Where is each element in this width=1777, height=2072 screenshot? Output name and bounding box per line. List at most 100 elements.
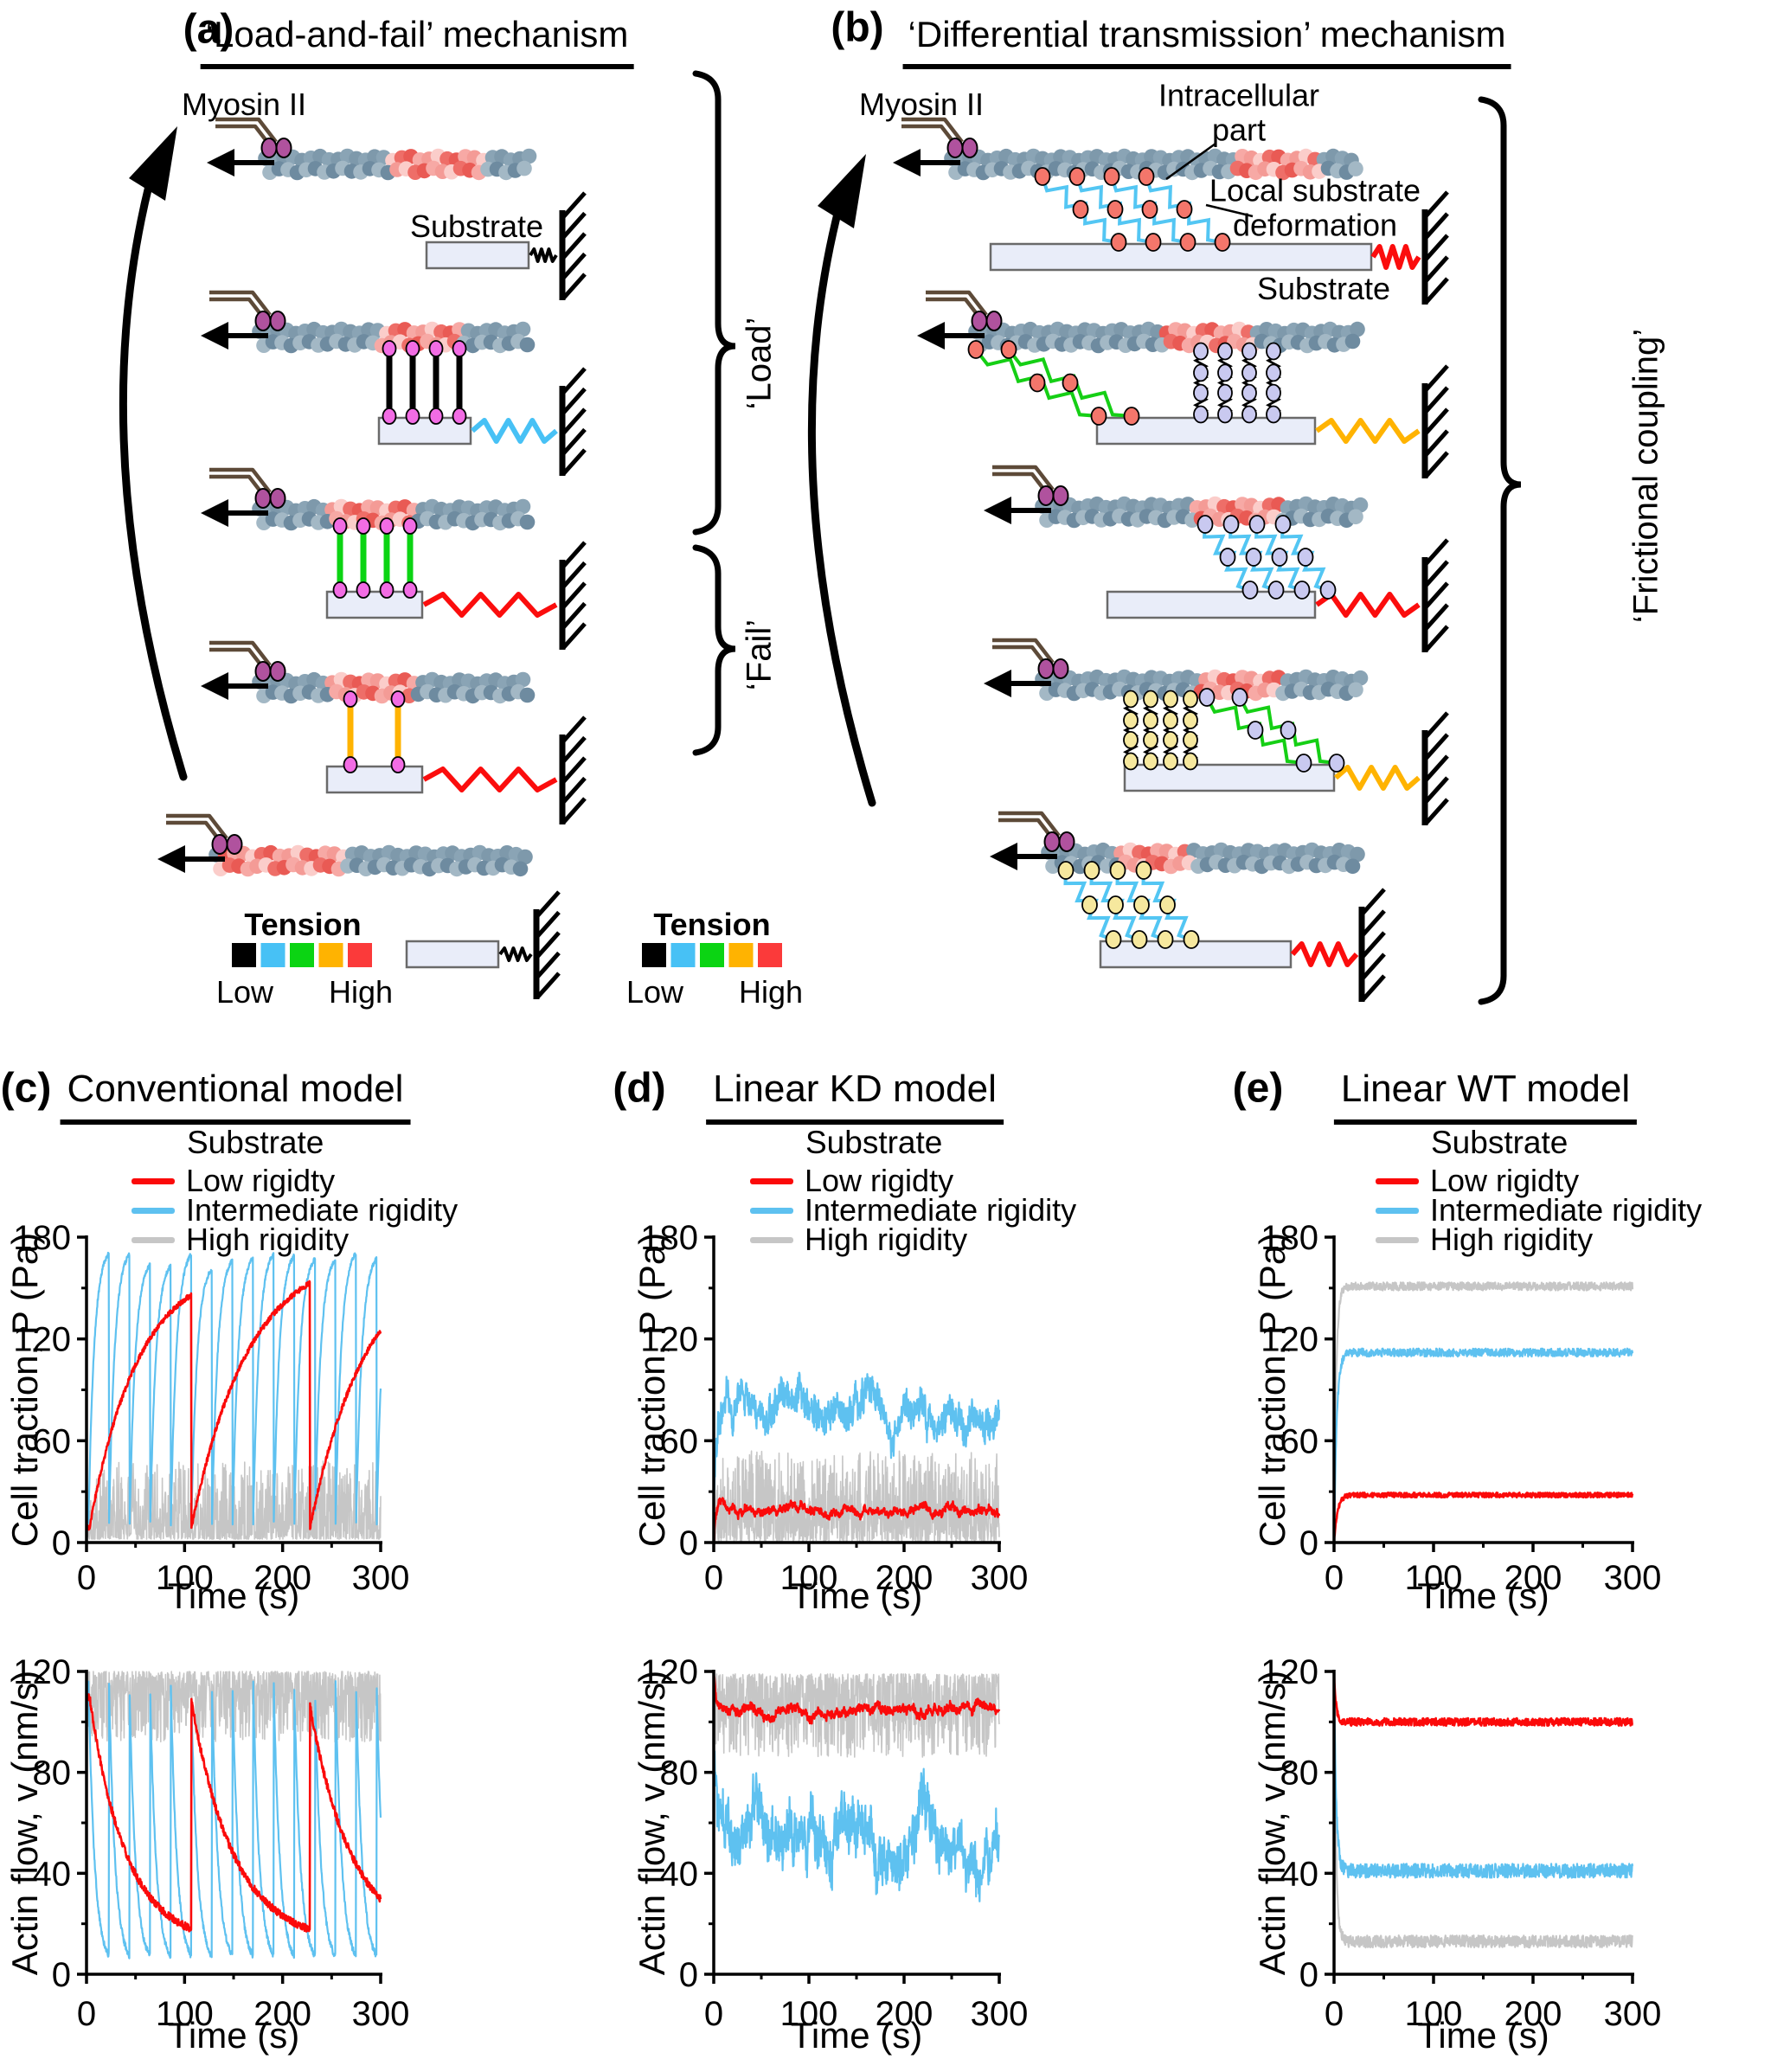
- y-tick-label: 180: [13, 1219, 71, 1257]
- substrate-label-a: Substrate: [409, 208, 544, 244]
- y-tick-label: 120: [13, 1321, 71, 1359]
- series-high-rigidity: [86, 1460, 382, 1540]
- myosin-icon: [901, 117, 978, 158]
- legend-label-high: High rigidity: [1430, 1222, 1594, 1257]
- linker-zigzag-chain: [1034, 167, 1127, 252]
- crosslinker-rod: [356, 517, 371, 599]
- retrograde-arrow-icon: [207, 149, 274, 176]
- substrate-box: [1106, 590, 1317, 619]
- flow-axes: 0 40 80 120 0 100 200 300 Actin flow, v (nm/s) Ti…: [4, 1653, 409, 2056]
- x-tick-label: 100: [780, 1559, 838, 1597]
- retrograde-arrow-icon: [201, 499, 268, 527]
- tension-swatch: [700, 943, 724, 967]
- linker-zigzag-chain: [1000, 340, 1140, 426]
- legend-e-title: Substrate: [1431, 1125, 1569, 1160]
- linker-zigzag-chain: [1057, 861, 1122, 949]
- x-axis-label: Time (s): [791, 2015, 922, 2056]
- legend-c: Substrate Low rigidty Intermediate rigid…: [132, 1125, 458, 1257]
- y-tick-label: 80: [33, 1754, 72, 1793]
- series-low-rigidty: [85, 1693, 382, 1933]
- legend-row: Intermediate rigidity: [132, 1192, 458, 1228]
- x-axis-label: Time (s): [791, 1575, 922, 1616]
- y-tick-label: 120: [640, 1321, 698, 1359]
- linker-zigzag-chain: [1135, 861, 1200, 949]
- series-high-rigidity: [713, 1450, 1000, 1542]
- substrate-spring: [1315, 418, 1421, 444]
- crosslinker-rod: [332, 517, 348, 599]
- rigid-wall-icon: [1421, 538, 1449, 652]
- x-tick-label: 300: [1604, 1559, 1662, 1597]
- legend-e: Substrate Low rigidty Intermediate rigid…: [1376, 1125, 1702, 1257]
- substrate-spring: [1334, 765, 1421, 791]
- crosslinker-rod: [343, 690, 358, 773]
- x-tick-label: 100: [780, 1995, 838, 2033]
- tension-title-b: Tension: [653, 907, 771, 942]
- y-tick-label: 120: [640, 1653, 698, 1691]
- linker-zigzag-chain: [967, 340, 1107, 426]
- myosin-icon: [209, 467, 286, 509]
- deformation-pointer-line: [1205, 203, 1254, 218]
- substrate-spring: [471, 418, 558, 444]
- legend-label-low: Low rigidty: [1430, 1163, 1580, 1198]
- legend-row: Low rigidty: [1376, 1163, 1702, 1198]
- panel-e-title: Linear WT model: [1333, 1068, 1638, 1125]
- legend-label-intermediate: Intermediate rigidity: [805, 1192, 1077, 1228]
- traction-axes: 0 60 120 180 0 100 200 300 Cell traction, P (Pa)…: [632, 1219, 1028, 1616]
- chart-c-actin-flow: 0 40 80 120 0 100 200 300 Actin flow, v (nm/s) Ti…: [4, 1653, 409, 2056]
- legend-label-low: Low rigidty: [805, 1163, 954, 1198]
- retrograde-arrow-icon: [917, 322, 985, 350]
- myosin-icon: [992, 465, 1069, 506]
- x-tick-label: 0: [704, 1995, 723, 2033]
- y-tick-label: 180: [1261, 1219, 1318, 1257]
- x-axis-label: Time (s): [168, 1575, 299, 1616]
- legend-row: Low rigidty: [132, 1163, 458, 1198]
- tension-swatch: [260, 943, 285, 967]
- legend-swatch-intermediate: [132, 1207, 175, 1214]
- x-axis-label: Time (s): [1417, 2015, 1549, 2056]
- series-high-rigidity: [1332, 1281, 1634, 1543]
- series-intermediate-rigidity: [1332, 1671, 1634, 1879]
- brace-icon: [692, 70, 736, 536]
- crosslinker-rod: [452, 340, 467, 425]
- chart-d-actin-flow: 0 40 80 120 0 100 200 300 Actin flow, v (nm/s) Ti…: [632, 1653, 1029, 2056]
- x-tick-label: 100: [156, 1995, 214, 2033]
- linker-zigzag-chain: [1109, 861, 1174, 949]
- crosslinker-rod: [405, 340, 420, 425]
- tension-low-label-a: Low: [215, 974, 274, 1010]
- x-tick-label: 300: [971, 1995, 1029, 2033]
- x-tick-label: 200: [1504, 1995, 1562, 2033]
- y-tick-label: 120: [13, 1653, 71, 1691]
- series-intermediate-rigidity: [85, 1680, 382, 1960]
- series-intermediate-rigidity: [712, 1371, 1001, 1495]
- y-tick-label: 120: [1261, 1653, 1318, 1691]
- linker-coil-chain: [1122, 690, 1139, 771]
- panel-d-title: Linear KD model: [706, 1068, 1004, 1125]
- mechanism-diagram-canvas: [119, 70, 1522, 1005]
- linker-zigzag-chain: [1274, 515, 1337, 600]
- x-tick-label: 0: [77, 1559, 96, 1597]
- crosslinker-rod: [379, 517, 395, 599]
- flow-axes: 0 40 80 120 0 100 200 300 Actin flow, v (nm/s) Ti…: [1252, 1653, 1661, 2056]
- myosin-icon: [215, 117, 292, 158]
- y-tick-label: 40: [33, 1855, 72, 1893]
- retrograde-arrow-icon: [893, 149, 960, 176]
- linker-zigzag-chain: [1231, 688, 1345, 773]
- series-low-rigidty: [712, 1671, 1001, 1725]
- linker-zigzag-chain: [1248, 515, 1311, 600]
- x-tick-label: 0: [77, 1995, 96, 2033]
- rigid-wall-icon: [559, 191, 587, 300]
- intracellular-pointer-line: [1165, 142, 1216, 181]
- tension-title-a: Tension: [244, 907, 362, 942]
- legend-swatch-high: [1376, 1236, 1419, 1243]
- retrograde-arrow-icon: [990, 843, 1057, 870]
- y-tick-label: 80: [660, 1754, 699, 1793]
- rigid-wall-icon: [1421, 190, 1449, 305]
- y-tick-label: 180: [640, 1219, 698, 1257]
- linker-coil-chain: [1162, 690, 1179, 771]
- panel-b-title: ‘Differential transmission’ mechanism: [902, 14, 1511, 69]
- rigid-wall-icon: [1421, 711, 1449, 825]
- linker-coil-chain: [1142, 690, 1159, 771]
- linker-coil-chain: [1182, 690, 1199, 771]
- y-axis-label: Cell traction, P (Pa): [1252, 1233, 1293, 1547]
